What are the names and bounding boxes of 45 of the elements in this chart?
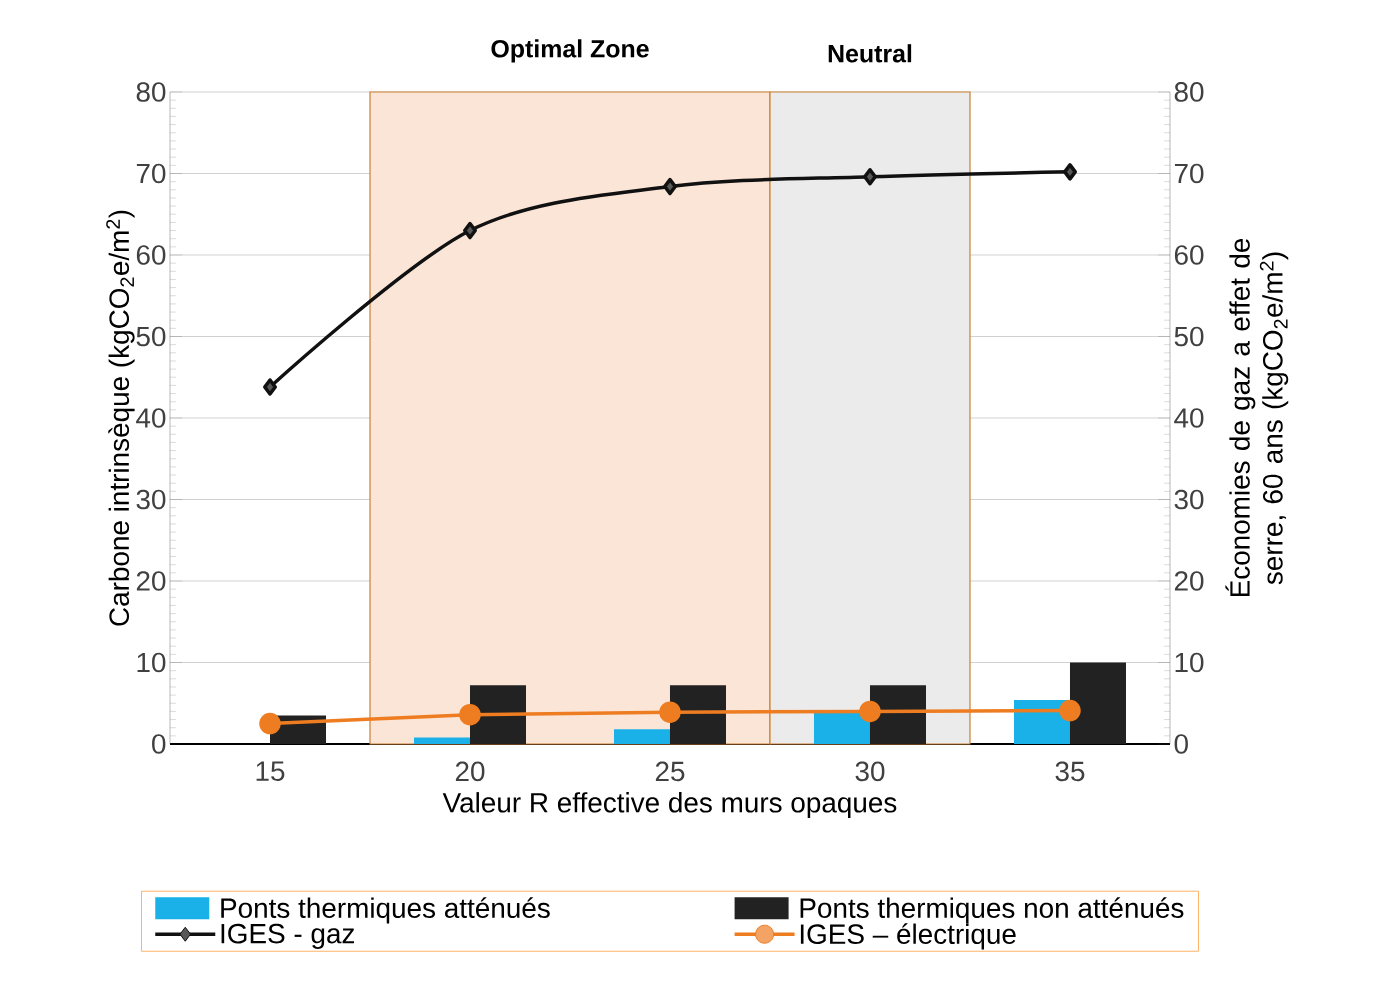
legend-label: Ponts thermiques atténués [221, 897, 550, 924]
y-tick-label: 70 [136, 163, 166, 184]
y-tick-label: 40 [136, 408, 166, 428]
y-tick-label: 20 [136, 571, 166, 591]
y-tick-label: 10 [137, 652, 166, 673]
bar [813, 713, 870, 744]
bar [1069, 662, 1126, 744]
point [663, 177, 677, 196]
point [463, 221, 477, 240]
y2-tick-label: 80 [1174, 82, 1204, 102]
y2-tick-label: 10 [1175, 652, 1204, 673]
y-tick-label: 0 [152, 734, 166, 754]
bar [414, 737, 470, 744]
legend-label: IGES - gaz [221, 923, 355, 950]
x-tick-label: 15 [256, 761, 285, 781]
x-tick-label: 35 [1055, 761, 1085, 782]
x-tick-label: 20 [455, 761, 485, 782]
y-tick-label: 60 [136, 245, 166, 265]
y2-tick-label: 0 [1174, 734, 1188, 754]
y2-tick-label: 60 [1174, 245, 1204, 265]
y-tick-label: 50 [136, 326, 166, 347]
point [863, 168, 877, 186]
x-tick-label: 25 [655, 761, 685, 782]
point [1059, 699, 1081, 722]
point [263, 378, 277, 396]
point [459, 703, 481, 726]
point [1062, 163, 1077, 181]
y-tick-label: 80 [136, 82, 166, 102]
y-axis-title: Carbone intrinsèque (kgCO$_{2}$e/m$^{2}$) [106, 210, 135, 626]
x-tick-label: 30 [855, 761, 885, 782]
y2-tick-label: 70 [1174, 163, 1204, 184]
y2-tick-label: 30 [1174, 489, 1204, 510]
point [659, 701, 681, 723]
band-label: Optimal Zone [491, 39, 649, 63]
x-axis-title: Valeur R effective des murs opaques [442, 792, 897, 819]
legend-label: Ponts thermiques non atténués [800, 897, 1184, 924]
point [859, 700, 881, 723]
y2-tick-label: 20 [1174, 571, 1204, 591]
band-label: Neutral [828, 44, 912, 63]
point [259, 712, 281, 735]
y2-tick-label: 40 [1174, 408, 1204, 428]
y2-tick-label: 50 [1174, 326, 1204, 347]
y-tick-label: 30 [136, 489, 166, 510]
legend-label: IGES – électrique [800, 923, 1016, 950]
bar [614, 729, 670, 744]
